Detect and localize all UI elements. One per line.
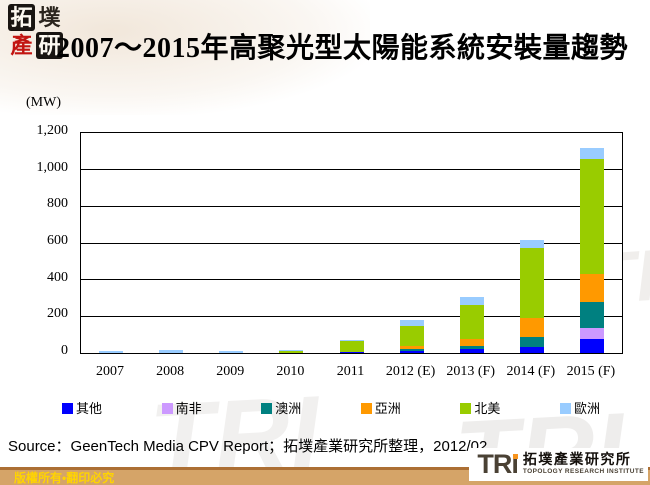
bar-segment-北美 bbox=[399, 325, 424, 346]
logo-char: 研 bbox=[36, 32, 63, 59]
bar-segment-澳洲 bbox=[399, 349, 424, 351]
legend-item: 澳洲 bbox=[261, 398, 301, 417]
y-axis-tick-label: 1,000 bbox=[36, 159, 69, 175]
legend-item: 北美 bbox=[460, 398, 500, 417]
x-axis-label: 2014 (F) bbox=[506, 364, 556, 379]
bar-segment-歐洲 bbox=[399, 320, 424, 326]
legend-label: 其他 bbox=[76, 401, 103, 416]
legend-item: 南非 bbox=[161, 398, 202, 417]
legend-label: 北美 bbox=[474, 401, 501, 416]
x-axis-label: 2012 (E) bbox=[385, 364, 436, 379]
bar-segment-歐洲 bbox=[579, 147, 604, 159]
x-axis-label: 2008 bbox=[156, 364, 185, 379]
legend-swatch bbox=[62, 403, 73, 414]
x-axis-label: 2007 bbox=[96, 364, 125, 379]
footer-divider bbox=[0, 467, 650, 470]
bar-segment-歐洲 bbox=[339, 339, 364, 342]
y-axis-tick-label: 200 bbox=[47, 306, 68, 322]
x-axis-label: 2011 bbox=[336, 364, 365, 379]
page-title: 2007～2015年高聚光型太陽能系統安裝量趨勢 bbox=[56, 33, 629, 64]
bar-segment-歐洲 bbox=[219, 350, 244, 353]
chart-plot-area bbox=[80, 132, 623, 354]
bar-segment-亞洲 bbox=[519, 317, 544, 337]
bar-segment-歐洲 bbox=[279, 349, 304, 351]
bar-segment-歐洲 bbox=[159, 350, 184, 353]
y-axis-unit-label: (MW) bbox=[26, 95, 61, 110]
legend-item: 歐洲 bbox=[560, 398, 600, 417]
topology-logo: 拓 墣 產 研 bbox=[8, 4, 64, 60]
gridline bbox=[81, 315, 622, 317]
legend-swatch bbox=[161, 403, 173, 414]
bar-segment-澳洲 bbox=[519, 336, 544, 347]
legend-item: 其他 bbox=[62, 398, 102, 417]
bar-segment-歐洲 bbox=[519, 239, 544, 248]
legend-swatch bbox=[360, 403, 372, 414]
source-line: Source：GeenTech Media CPV Report；拓墣產業研究所… bbox=[8, 438, 488, 455]
legend-label: 亞洲 bbox=[374, 401, 401, 416]
tri-acronym: TRı bbox=[477, 449, 518, 479]
logo-char: 產 bbox=[10, 33, 33, 58]
gridline bbox=[81, 205, 622, 207]
bar-segment-北美 bbox=[279, 350, 304, 353]
tri-footer-logo: TRı 拓墣產業研究所 TOPOLOGY RESEARCH INSTITUTE bbox=[469, 448, 648, 481]
bar-segment-北美 bbox=[339, 341, 364, 353]
bar-segment-北美 bbox=[579, 158, 604, 274]
x-axis-label: 2015 (F) bbox=[566, 364, 616, 379]
bar-segment-歐洲 bbox=[459, 296, 484, 306]
legend-swatch bbox=[460, 403, 472, 414]
bar-segment-澳洲 bbox=[579, 302, 604, 329]
bar-segment-其他 bbox=[459, 348, 484, 353]
x-axis-label: 2009 bbox=[216, 364, 245, 379]
y-axis-tick-label: 1,200 bbox=[36, 123, 69, 138]
x-axis-label: 2010 bbox=[276, 364, 305, 379]
legend-label: 南非 bbox=[175, 401, 202, 416]
gridline bbox=[81, 242, 622, 244]
bar-segment-亞洲 bbox=[399, 345, 424, 350]
legend-swatch bbox=[560, 403, 571, 414]
y-axis-tick-label: 600 bbox=[47, 233, 68, 248]
bar-segment-南非 bbox=[579, 328, 604, 339]
legend-swatch bbox=[261, 403, 273, 414]
bar-segment-澳洲 bbox=[459, 346, 484, 349]
bar-segment-其他 bbox=[579, 338, 604, 353]
logo-char: 墣 bbox=[38, 5, 61, 30]
tri-name-chinese: 拓墣產業研究所 bbox=[522, 453, 632, 468]
legend-label: 歐洲 bbox=[574, 401, 601, 416]
gridline bbox=[81, 279, 622, 281]
copyright-text: 版權所有•翻印必究 bbox=[14, 471, 115, 485]
tri-name-english: TOPOLOGY RESEARCH INSTITUTE bbox=[522, 468, 644, 475]
tri-logo-orange-dot bbox=[512, 454, 518, 459]
legend-item: 亞洲 bbox=[360, 398, 401, 417]
bar-segment-亞洲 bbox=[579, 273, 604, 303]
bar-segment-歐洲 bbox=[99, 351, 124, 353]
bar-segment-其他 bbox=[519, 346, 544, 353]
bar-segment-其他 bbox=[339, 352, 364, 353]
y-axis-tick-label: 400 bbox=[47, 269, 68, 285]
bar-segment-亞洲 bbox=[459, 338, 484, 347]
y-axis-tick-label: 800 bbox=[47, 196, 68, 212]
legend-label: 澳洲 bbox=[275, 401, 302, 416]
y-axis-tick-label: 0 bbox=[61, 343, 68, 358]
x-axis-label: 2013 (F) bbox=[446, 364, 496, 379]
bar-segment-其他 bbox=[399, 350, 424, 353]
bar-segment-北美 bbox=[519, 247, 544, 318]
gridline bbox=[81, 169, 622, 171]
logo-char: 拓 bbox=[8, 4, 35, 31]
bar-segment-北美 bbox=[459, 305, 484, 339]
